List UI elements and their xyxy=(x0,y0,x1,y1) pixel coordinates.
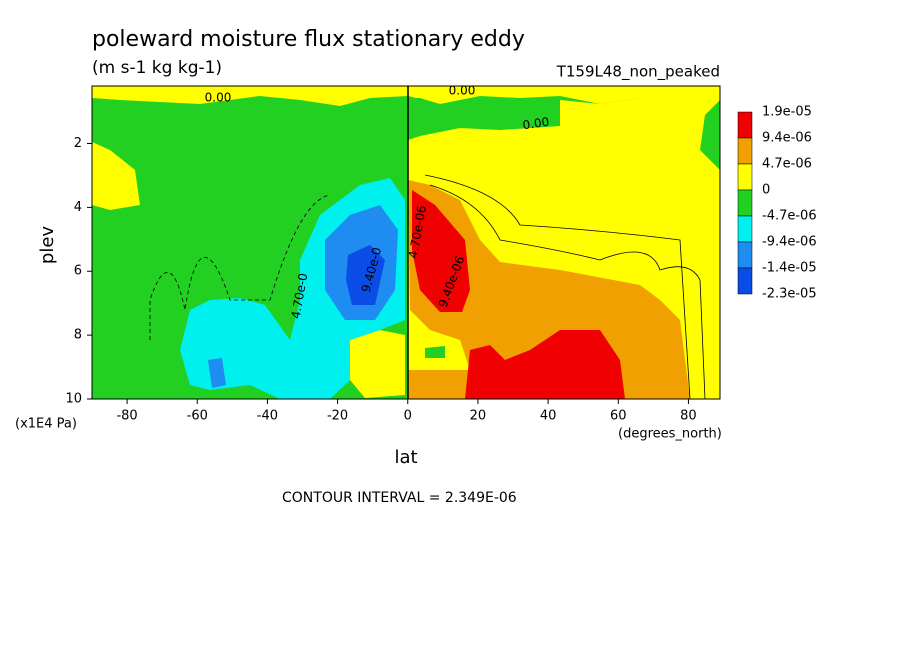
region-green xyxy=(408,98,560,140)
legend-label: -9.4e-06 xyxy=(762,235,817,250)
legend-swatch xyxy=(737,189,753,217)
contour-line xyxy=(424,174,691,400)
legend-swatch xyxy=(737,137,753,165)
region-darkblue xyxy=(346,245,385,305)
legend-label: 0 xyxy=(762,183,770,198)
region-yellow xyxy=(92,142,140,210)
region-green xyxy=(425,346,445,358)
y-tick-label: 4 xyxy=(74,200,82,215)
legend-label: 9.4e-06 xyxy=(762,131,812,146)
contour-field xyxy=(91,85,721,400)
contour-label: 0.00 xyxy=(522,115,550,133)
legend-swatch xyxy=(737,215,753,243)
contour-label: 0.00 xyxy=(205,91,232,105)
x-tick-label: 60 xyxy=(610,409,627,424)
x-tick-label: -40 xyxy=(257,409,278,424)
plot-frame xyxy=(91,85,721,400)
x-tick-label: 40 xyxy=(540,409,557,424)
legend-swatch xyxy=(737,267,753,295)
x-tick-label: 20 xyxy=(470,409,487,424)
contour-line xyxy=(149,194,331,340)
region-yellow xyxy=(92,86,720,106)
run-label: T159L48_non_peaked xyxy=(556,63,720,82)
x-tick-label: -20 xyxy=(327,409,348,424)
x-unit: (degrees_north) xyxy=(618,427,722,442)
footer-note: CONTOUR INTERVAL = 2.349E-06 xyxy=(282,490,517,506)
x-tick-label: 80 xyxy=(680,409,697,424)
legend-label: -4.7e-06 xyxy=(762,209,817,224)
x-tick-label: 0 xyxy=(404,409,412,424)
contour-label: 0.00 xyxy=(449,84,476,98)
y-tick-label: 10 xyxy=(65,392,82,407)
x-axis-label: lat xyxy=(394,447,417,468)
legend-swatch xyxy=(737,111,753,139)
legend-label: 1.9e-05 xyxy=(762,105,812,120)
region-red xyxy=(465,330,625,399)
chart-subtitle: (m s-1 kg kg-1) xyxy=(92,58,222,78)
legend-swatch xyxy=(737,163,753,191)
region-red xyxy=(412,190,470,312)
region-yellow xyxy=(350,330,405,398)
region-blue xyxy=(208,358,226,388)
contour-line xyxy=(429,184,706,400)
y-tick-label: 8 xyxy=(74,328,82,343)
region-orange xyxy=(408,180,690,399)
legend-label: -1.4e-05 xyxy=(762,261,817,276)
chart-title: poleward moisture flux stationary eddy xyxy=(92,27,525,52)
legend-swatch xyxy=(737,241,753,269)
x-tick-label: -80 xyxy=(116,409,137,424)
y-unit: (x1E4 Pa) xyxy=(15,417,77,432)
y-tick-label: 6 xyxy=(74,264,82,279)
legend-label: -2.3e-05 xyxy=(762,287,817,302)
y-tick-label: 2 xyxy=(74,136,82,151)
legend-label: 4.7e-06 xyxy=(762,157,812,172)
x-tick-label: -60 xyxy=(187,409,208,424)
y-axis-label: plev xyxy=(37,226,58,265)
